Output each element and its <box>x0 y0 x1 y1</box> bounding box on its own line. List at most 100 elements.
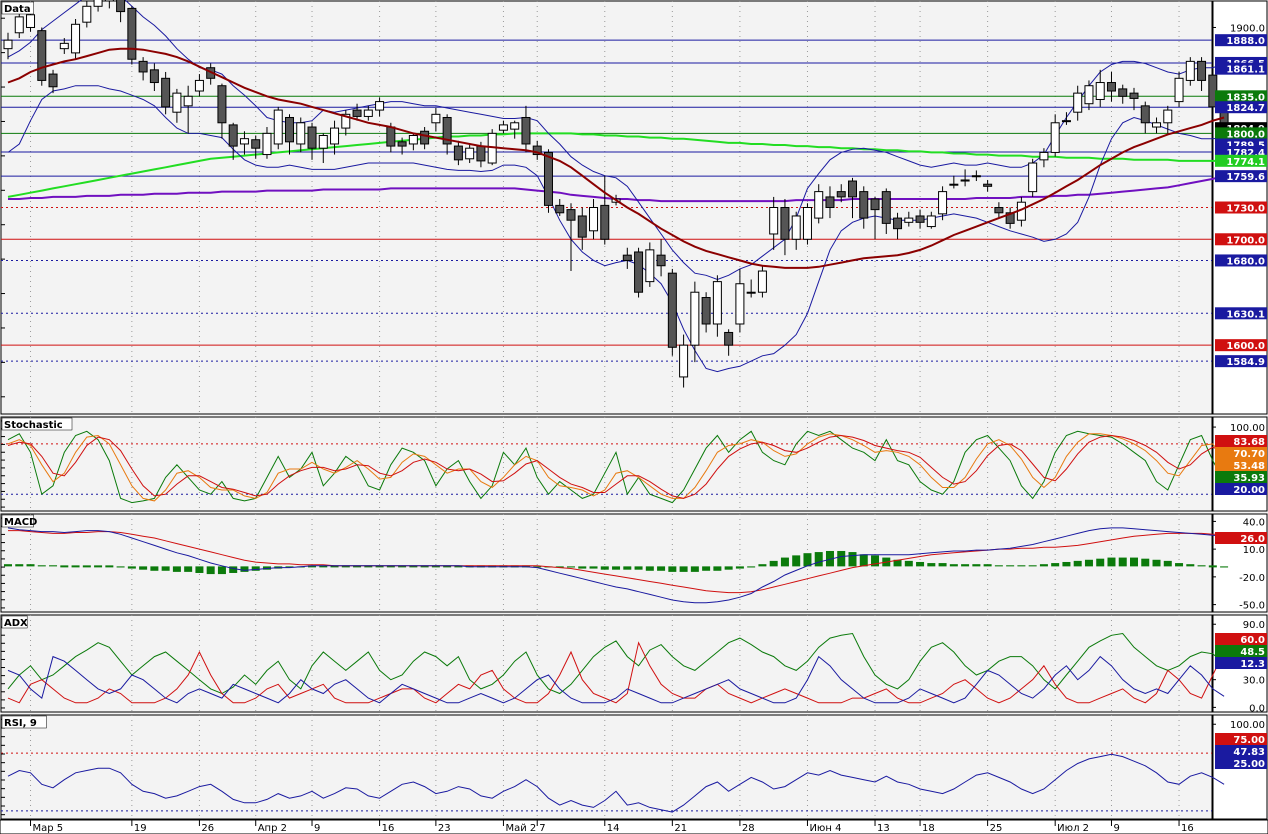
histogram-bar <box>1006 565 1015 567</box>
plot-area <box>0 513 1213 613</box>
candle-body <box>296 122 306 145</box>
histogram-bar <box>1118 557 1127 567</box>
candle-body <box>26 14 36 28</box>
histogram-bar <box>769 560 778 567</box>
histogram-bar <box>679 566 688 572</box>
candle-body <box>285 116 294 143</box>
value-label: 70.70 <box>1233 449 1265 460</box>
candle-body <box>318 134 328 149</box>
candle-body <box>555 204 565 214</box>
histogram-bar <box>555 566 564 568</box>
candle-body <box>510 122 520 130</box>
candle-body <box>893 217 903 230</box>
price-label: 1730.0 <box>1226 204 1265 215</box>
candle-body <box>138 60 148 73</box>
candle-body <box>149 69 159 84</box>
histogram-bar <box>341 565 350 568</box>
histogram-bar <box>814 552 823 567</box>
pane-price: 1888.01866.51861.11835.01824.71804.91800… <box>0 0 1268 415</box>
candle-body <box>701 297 711 325</box>
pane-title: RSI, 9 <box>4 718 37 729</box>
vertical-grid <box>30 417 1180 511</box>
histogram-bar <box>172 566 181 572</box>
candle-body <box>1061 120 1071 123</box>
histogram-bar <box>735 566 744 569</box>
histogram-bar <box>1141 558 1150 567</box>
candle-body <box>251 139 261 149</box>
value-label: 47.83 <box>1233 747 1265 758</box>
histogram-bar <box>49 565 58 567</box>
candle-body <box>600 204 610 240</box>
candle-body <box>498 124 508 131</box>
histogram-bar <box>1028 565 1037 567</box>
histogram-bar <box>1130 557 1138 567</box>
candle-body <box>453 145 463 161</box>
candle-body <box>532 145 542 156</box>
candle-body <box>1106 82 1116 92</box>
bollinger-lower-series <box>7 85 1225 373</box>
price-label: 1759.6 <box>1226 172 1265 183</box>
price-label-box <box>1215 170 1267 183</box>
price-label-box <box>1215 339 1267 352</box>
candle-body <box>1140 105 1150 124</box>
x-axis: Мар 5 19 26 Апр 2 9 16 23 Май 2 7 14 21 28 Июн 4 13 18… <box>0 819 1268 834</box>
axis-ticks <box>1 718 5 816</box>
x-tick-label: 16 <box>1181 823 1194 834</box>
histogram-bar <box>217 566 226 575</box>
x-axis-band <box>0 819 1268 834</box>
indicator-series-0 <box>8 530 1225 594</box>
candle-body <box>746 291 756 294</box>
histogram-bar <box>431 565 440 568</box>
x-tick-label: 26 <box>201 823 214 834</box>
candle-body <box>341 113 351 129</box>
histogram-bar <box>927 563 936 567</box>
histogram-bar <box>1051 563 1060 567</box>
histogram-bar <box>105 565 114 568</box>
x-tick-label: Мар 5 <box>33 823 64 834</box>
candle-body <box>881 191 891 224</box>
histogram-bar <box>1208 565 1217 568</box>
pane-title: Stochastic <box>4 420 63 431</box>
histogram-bar <box>994 565 1003 567</box>
value-axis <box>1212 513 1268 613</box>
x-tick-label: Июл 2 <box>1057 823 1089 834</box>
histogram-bar <box>657 566 666 571</box>
x-tick-label: 16 <box>382 823 395 834</box>
histogram-bar <box>251 566 260 571</box>
pane-title-box <box>1 715 47 729</box>
candle-body <box>442 116 452 145</box>
histogram-bar <box>420 565 429 568</box>
y-tick-label: 40.0 <box>1243 517 1265 528</box>
histogram-bar <box>4 564 12 567</box>
histogram-bar <box>690 566 699 572</box>
candle-body <box>161 77 171 108</box>
price-label: 1835.0 <box>1226 92 1265 103</box>
x-tick-label: 14 <box>607 823 620 834</box>
candle-body <box>352 109 362 117</box>
price-label-box <box>1215 201 1267 214</box>
candle-body <box>1084 85 1094 105</box>
price-label: 1700.0 <box>1226 235 1265 246</box>
price-label-box <box>1215 90 1267 103</box>
candle-body <box>712 281 722 325</box>
y-tick-label: 100.00 <box>1230 720 1265 731</box>
value-label-box <box>1215 532 1267 544</box>
candle-body <box>1095 82 1105 100</box>
histogram-bar <box>15 564 24 567</box>
x-tick-label: 7 <box>539 823 545 834</box>
candle-body <box>859 191 869 219</box>
histogram-bar <box>184 566 193 572</box>
histogram-bar <box>364 565 373 568</box>
candle-body <box>825 196 835 209</box>
candle-body <box>634 251 644 293</box>
candle-body <box>1197 60 1207 81</box>
candle-body <box>217 85 227 124</box>
candle-body <box>1005 212 1015 224</box>
candle-body <box>836 191 846 198</box>
histogram-bar <box>240 566 249 572</box>
value-label: 60.0 <box>1240 635 1265 646</box>
histogram-bar <box>116 566 125 568</box>
pane-adx: 60.048.512.3 90.0 30.0 0.0 ADX <box>0 614 1268 714</box>
pane-title: Data <box>4 4 31 15</box>
histogram-bar <box>398 565 407 568</box>
